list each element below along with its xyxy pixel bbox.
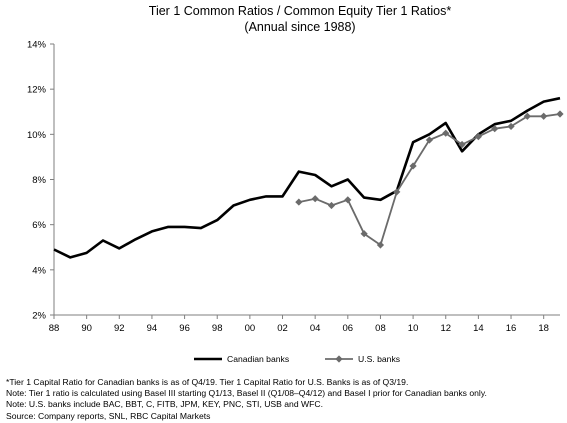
footnote-3: Note: U.S. banks include BAC, BBT, C, FI… <box>6 399 323 410</box>
x-tick-label: 90 <box>81 323 92 334</box>
footnote-2: Note: Tier 1 ratio is calculated using B… <box>6 388 487 399</box>
y-tick-label: 4% <box>32 265 46 276</box>
y-tick-label: 14% <box>27 40 47 51</box>
x-tick-label: 96 <box>179 323 190 334</box>
data-point-us-banks <box>409 162 417 170</box>
data-point-us-banks <box>311 195 319 203</box>
data-point-us-banks <box>376 241 385 249</box>
data-point-us-banks <box>344 196 352 204</box>
x-tick-label: 10 <box>408 323 419 334</box>
data-point-us-banks <box>540 112 548 120</box>
x-tick-label: 12 <box>440 323 451 334</box>
legend-label-canadian-banks: Canadian banks <box>227 354 289 364</box>
y-tick-label: 12% <box>27 85 47 96</box>
data-point-us-banks <box>458 140 466 149</box>
axes <box>53 44 560 316</box>
data-point-us-banks <box>393 188 401 196</box>
x-tick-label: 16 <box>506 323 517 334</box>
footnote-source: Source: Company reports, SNL, RBC Capita… <box>6 410 211 421</box>
y-tick-label: 10% <box>27 130 47 141</box>
series-group <box>53 96 564 259</box>
footnotes: *Tier 1 Capital Ratio for Canadian banks… <box>6 377 562 422</box>
x-tick-label: 98 <box>212 323 223 334</box>
x-tick-label: 02 <box>277 323 288 334</box>
data-point-us-banks <box>523 112 531 120</box>
x-tick-label: 14 <box>473 323 484 334</box>
x-tick-label: 92 <box>114 323 125 334</box>
chart-subtitle: (Annual since 1988) <box>244 20 356 34</box>
y-tick-label: 2% <box>32 311 46 322</box>
y-tick-label: 8% <box>32 175 46 186</box>
x-tick-label: 04 <box>310 323 321 334</box>
x-tick-label: 18 <box>538 323 549 334</box>
data-point-us-banks <box>442 129 450 137</box>
legend-marker-us-banks <box>335 355 343 363</box>
footnote-1: *Tier 1 Capital Ratio for Canadian banks… <box>6 377 409 387</box>
data-point-us-banks <box>507 122 515 131</box>
x-axis-ticks: 88 90 92 94 96 98 00 02 04 06 08 10 12 14 16 18 <box>49 315 549 334</box>
legend: Canadian banks U.S. banks <box>194 354 400 364</box>
chart-title: Tier 1 Common Ratios / Common Equity Tie… <box>148 4 452 18</box>
x-tick-label: 94 <box>147 323 158 334</box>
series-line-canadian-banks <box>53 96 561 259</box>
x-tick-label: 00 <box>245 323 256 334</box>
data-point-us-banks <box>491 125 499 133</box>
y-tick-label: 6% <box>32 220 46 231</box>
data-point-us-banks <box>425 136 434 144</box>
x-tick-label: 06 <box>343 323 354 334</box>
y-axis-ticks: 2% 4% 6% 8% 10% 12% 14% <box>27 40 54 322</box>
x-tick-label: 88 <box>49 323 60 334</box>
legend-label-us-banks: U.S. banks <box>358 354 400 364</box>
data-point-us-banks <box>327 201 336 210</box>
data-point-us-banks <box>360 230 368 238</box>
data-point-us-banks <box>556 110 564 118</box>
data-point-us-banks <box>474 132 482 141</box>
x-tick-label: 08 <box>375 323 386 334</box>
data-point-us-banks <box>295 198 303 206</box>
chart-title-block: Tier 1 Common Ratios / Common Equity Tie… <box>0 3 567 35</box>
